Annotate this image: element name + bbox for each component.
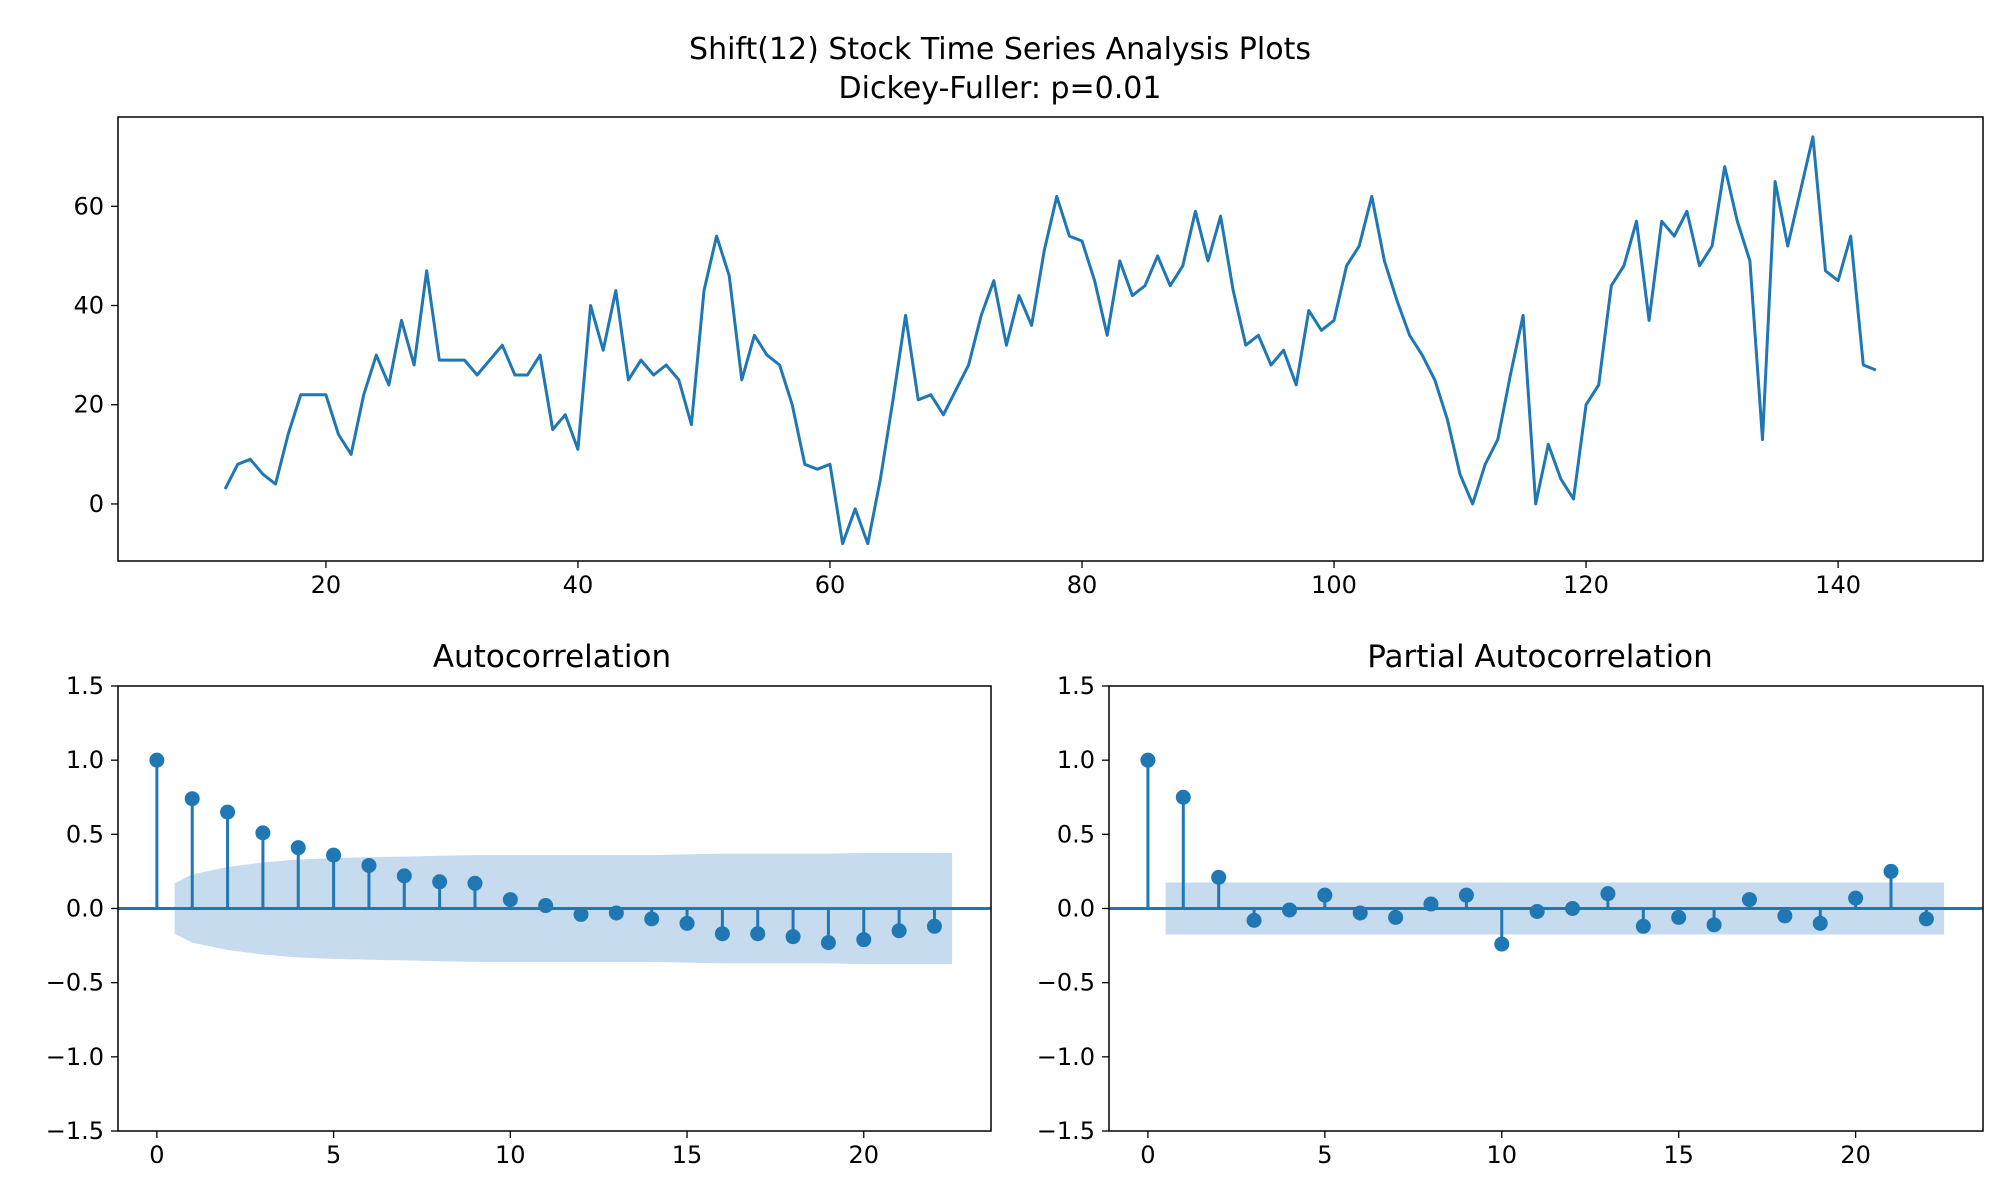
pacf-ytick-label: 1.5 — [1057, 672, 1095, 700]
ts-frame — [117, 116, 1984, 562]
acf-marker — [644, 911, 660, 927]
acf-marker — [785, 929, 801, 945]
ts-xtick-label: 140 — [1815, 571, 1861, 599]
pacf-marker — [1281, 902, 1297, 918]
acf-xtick-label: 0 — [149, 1141, 164, 1169]
pacf-marker — [1777, 908, 1793, 924]
pacf-marker — [1883, 863, 1899, 879]
pacf-title: Partial Autocorrelation — [1367, 639, 1713, 675]
pacf-marker — [1565, 901, 1581, 916]
acf-xtick-label: 20 — [848, 1141, 879, 1169]
acf-xtick-label: 5 — [326, 1141, 341, 1169]
acf-ytick-label: 1.0 — [66, 746, 104, 774]
acf-marker — [361, 857, 377, 873]
pacf-marker — [1600, 886, 1616, 902]
acf-marker — [820, 935, 836, 951]
ts-xtick-label: 80 — [1067, 571, 1098, 599]
series-line — [223, 135, 1877, 546]
acf-marker — [679, 915, 695, 931]
ts-xtick-label: 100 — [1311, 571, 1357, 599]
acf-marker — [184, 791, 200, 807]
pacf-marker — [1140, 752, 1156, 768]
acf-marker — [502, 892, 518, 908]
pacf-marker — [1848, 890, 1864, 906]
pacf-marker — [1388, 909, 1404, 925]
pacf-ytick-label: −1.5 — [1037, 1117, 1095, 1145]
pacf-xtick-label: 15 — [1663, 1141, 1694, 1169]
ts-xtick-label: 120 — [1563, 571, 1609, 599]
pacf-xtick-label: 0 — [1140, 1141, 1155, 1169]
acf-marker — [220, 804, 236, 820]
acf-marker — [326, 847, 342, 863]
pacf-ytick-label: 0.5 — [1057, 820, 1095, 848]
figure-subtitle: Dickey-Fuller: p=0.01 — [839, 71, 1162, 106]
acf-ytick-label: −1.5 — [46, 1117, 104, 1145]
pacf-marker — [1918, 911, 1934, 927]
pacf-marker — [1741, 892, 1757, 908]
pacf-xtick-label: 10 — [1486, 1141, 1517, 1169]
pacf-ytick-label: −1.0 — [1037, 1043, 1095, 1071]
pacf-marker — [1211, 869, 1227, 885]
pacf-marker — [1529, 903, 1545, 919]
pacf-marker — [1635, 918, 1651, 934]
ts-xtick-label: 20 — [311, 571, 342, 599]
acf-ytick-label: −1.0 — [46, 1043, 104, 1071]
acf-title: Autocorrelation — [433, 639, 671, 675]
acf-marker — [149, 752, 165, 768]
acf-ytick-label: −0.5 — [46, 969, 104, 997]
acf-marker — [891, 923, 907, 939]
acf-marker — [396, 868, 412, 884]
acf-marker — [290, 840, 306, 856]
ts-xtick-label: 40 — [563, 571, 594, 599]
pacf-marker — [1175, 789, 1191, 805]
pacf-ytick-label: −0.5 — [1037, 969, 1095, 997]
autocorrelation-plot: Autocorrelation 0 5 10 15 20 −1.5 −1.0 −0.5 0.0 0… — [46, 639, 992, 1169]
pacf-marker — [1494, 936, 1510, 952]
time-series-plot: 20 40 60 80 100 120 140 0 20 40 60 — [73, 116, 1984, 599]
acf-marker — [750, 926, 766, 942]
pacf-marker — [1317, 887, 1333, 903]
ts-ytick-label: 60 — [73, 192, 104, 220]
pacf-ytick-label: 1.0 — [1057, 746, 1095, 774]
acf-marker — [255, 825, 271, 841]
pacf-marker — [1812, 915, 1828, 931]
pacf-marker — [1706, 917, 1722, 933]
acf-marker — [714, 926, 730, 942]
acf-marker — [538, 898, 554, 914]
acf-marker — [926, 918, 942, 934]
acf-xtick-label: 15 — [672, 1141, 703, 1169]
pacf-marker — [1671, 909, 1687, 925]
ts-ytick-label: 40 — [73, 292, 104, 320]
ts-xtick-label: 60 — [815, 571, 846, 599]
pacf-xtick-label: 20 — [1840, 1141, 1871, 1169]
acf-marker — [467, 875, 483, 891]
pacf-marker — [1423, 896, 1439, 912]
partial-autocorrelation-plot: Partial Autocorrelation 0 5 10 15 20 −1.5 −1.0… — [1037, 639, 1984, 1169]
acf-marker — [856, 932, 872, 948]
pacf-xtick-label: 5 — [1317, 1141, 1332, 1169]
acf-ytick-label: 1.5 — [66, 672, 104, 700]
acf-ytick-label: 0.5 — [66, 820, 104, 848]
ts-ytick-label: 0 — [89, 490, 104, 518]
pacf-ytick-label: 0.0 — [1057, 895, 1095, 923]
acf-ytick-label: 0.0 — [66, 895, 104, 923]
pacf-marker — [1458, 887, 1474, 903]
ts-ytick-label: 20 — [73, 391, 104, 419]
pacf-marker — [1352, 905, 1368, 921]
figure-title: Shift(12) Stock Time Series Analysis Plo… — [689, 32, 1311, 67]
acf-marker — [432, 874, 448, 890]
pacf-marker — [1246, 912, 1262, 928]
acf-marker — [608, 905, 624, 921]
acf-xtick-label: 10 — [495, 1141, 526, 1169]
acf-marker — [573, 906, 589, 922]
